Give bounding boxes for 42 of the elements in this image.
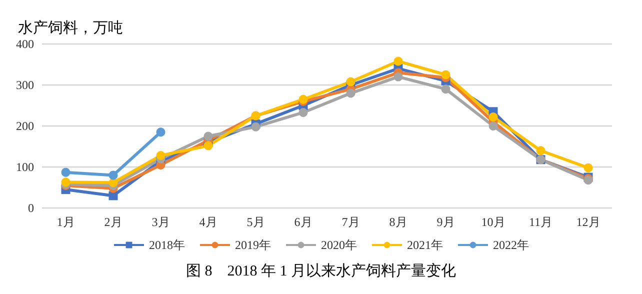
y-tick-label: 300 (16, 78, 34, 92)
x-tick-label: 10月 (481, 215, 506, 229)
point (204, 132, 213, 141)
x-tick-label: 8月 (389, 215, 408, 229)
legend-label: 2018年 (149, 238, 185, 252)
point (156, 128, 166, 137)
x-tick-label: 7月 (342, 215, 360, 229)
x-tick-label: 12月 (576, 215, 600, 229)
legend-label: 2021年 (407, 238, 443, 252)
point (251, 122, 260, 132)
point (584, 163, 593, 172)
point (204, 141, 213, 150)
x-tick-label: 1月 (56, 215, 75, 229)
point (346, 88, 356, 98)
point (536, 146, 546, 156)
x-tick-label: 9月 (436, 215, 455, 229)
point (394, 72, 403, 82)
point (108, 170, 118, 180)
point (441, 70, 450, 80)
point (298, 108, 308, 117)
x-tick-label: 11月 (528, 215, 553, 229)
x-tick-label: 4月 (199, 215, 218, 229)
y-tick-label: 0 (28, 201, 34, 215)
point (488, 122, 498, 130)
point (394, 56, 403, 66)
y-tick-label: 100 (16, 160, 34, 174)
x-tick-label: 3月 (152, 215, 170, 229)
x-tick-label: 6月 (294, 215, 312, 229)
point (488, 112, 498, 122)
legend-label: 2019年 (235, 238, 271, 252)
y-tick-label: 200 (16, 119, 34, 133)
x-tick-label: 2月 (104, 215, 122, 229)
point (108, 178, 118, 188)
x-tick-label: 5月 (246, 215, 265, 229)
point (156, 151, 166, 160)
legend-label: 2020年 (321, 238, 357, 252)
legend-label: 2022年 (493, 238, 529, 252)
y-axis-title: 水产饲料，万吨 (18, 20, 123, 36)
point (61, 168, 70, 177)
y-tick-label: 400 (16, 37, 34, 51)
point (441, 84, 450, 94)
text: 图 8 2018 年 1 月以来水产饲料产量变化 (186, 262, 456, 280)
